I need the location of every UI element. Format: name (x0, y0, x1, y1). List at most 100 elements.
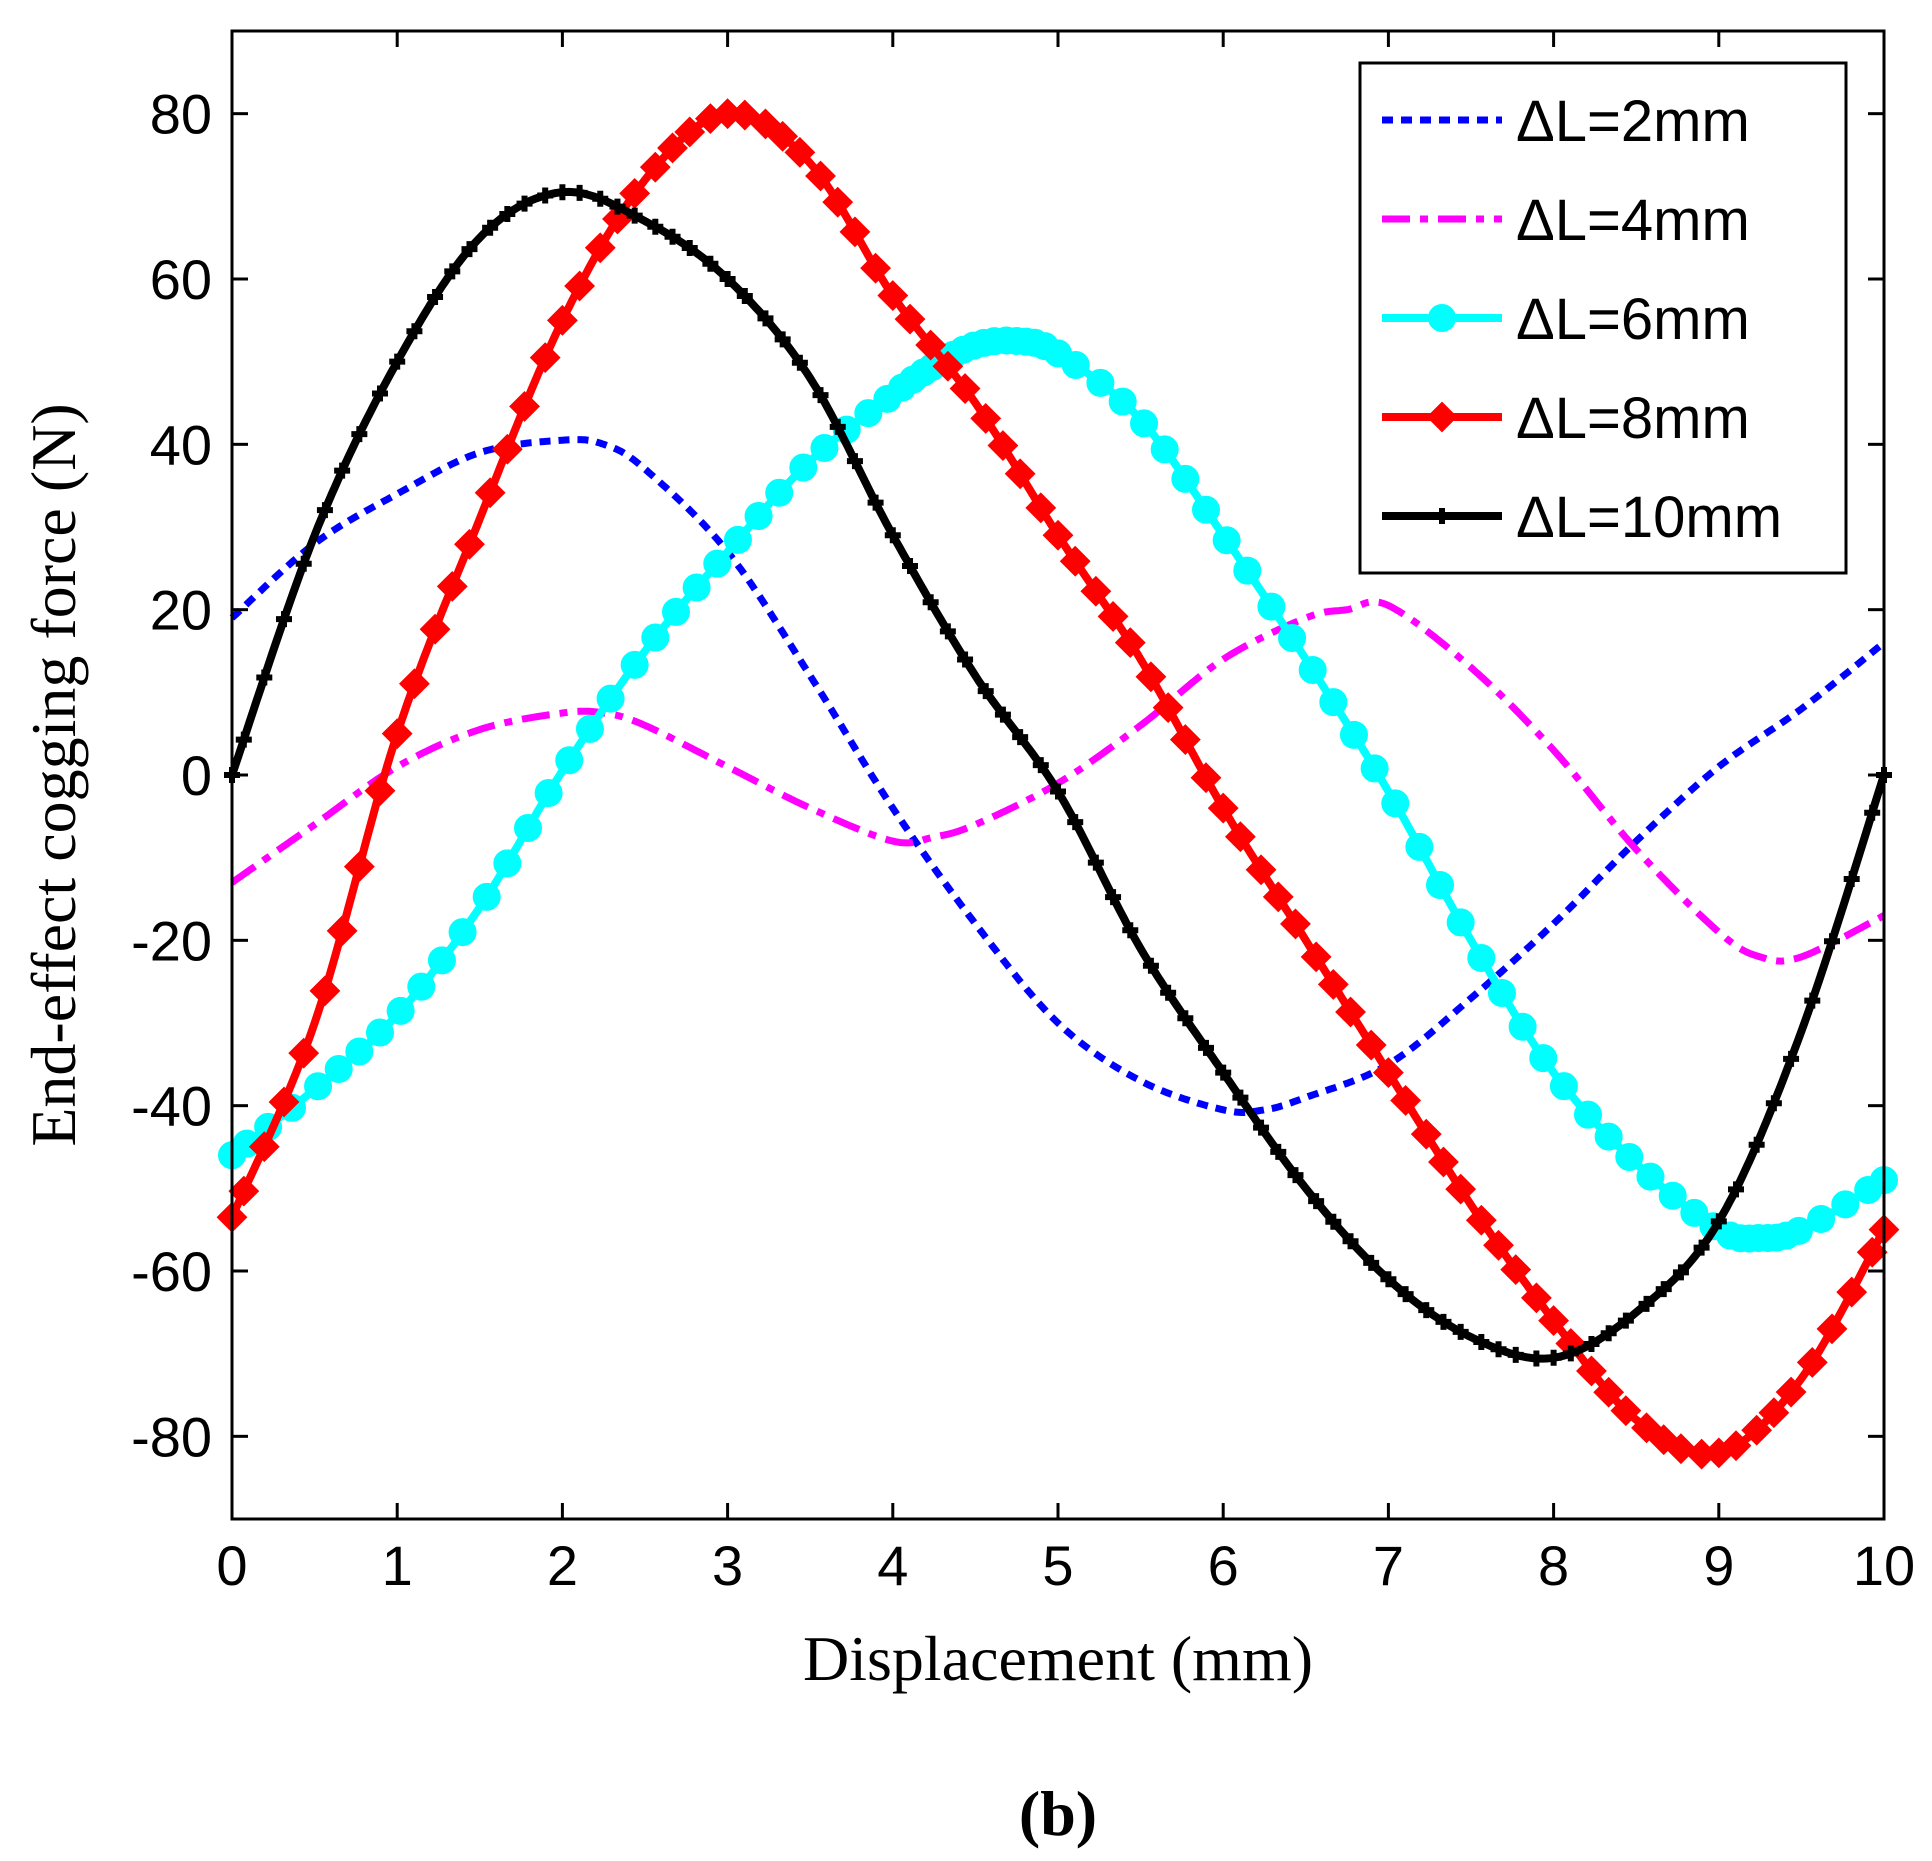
series-marker (1710, 1213, 1727, 1230)
series-marker (248, 1131, 280, 1163)
series-marker (288, 1037, 320, 1069)
legend-entry: ΔL=4mm (1382, 188, 1750, 253)
series-marker (1032, 757, 1049, 774)
x-tick-label: 3 (712, 1534, 743, 1597)
series-marker (765, 478, 794, 507)
series-marker (343, 851, 375, 883)
series-marker (884, 527, 901, 544)
series-marker (436, 570, 468, 602)
series-marker (1720, 1430, 1752, 1462)
series-marker (1465, 1204, 1497, 1236)
series-marker (702, 255, 719, 272)
legend-marker (1428, 304, 1456, 332)
series-marker (1280, 908, 1311, 940)
series-marker (626, 207, 643, 224)
series-marker (304, 1072, 333, 1101)
series-marker (1467, 943, 1496, 972)
series-marker (371, 385, 388, 402)
x-tick-label: 9 (1703, 1534, 1734, 1597)
ticks-layer: 0 1 2 3 4 5 6 7 8 9 10 -80 -60 -40 -20 0 20 40 60 80 (131, 31, 1915, 1597)
series-marker (664, 228, 681, 245)
series-marker (1617, 1312, 1634, 1329)
series-marker (472, 882, 501, 911)
x-tick-label: 0 (216, 1534, 247, 1597)
series-marker (1807, 1205, 1836, 1234)
series-marker (1638, 1295, 1655, 1312)
series-marker (1257, 592, 1286, 621)
series-marker (1190, 762, 1222, 794)
series-marker (1545, 1349, 1562, 1366)
series-marker (1672, 1264, 1689, 1281)
series-marker (1594, 1122, 1623, 1151)
series-marker (1191, 495, 1220, 524)
series-marker (491, 433, 523, 465)
series-marker (256, 669, 273, 686)
series-marker (774, 331, 791, 348)
series-marker (1012, 729, 1029, 746)
series-marker (537, 187, 554, 204)
series-marker (1610, 1395, 1642, 1427)
legend-label: ΔL=6mm (1516, 287, 1750, 352)
series-marker (1319, 688, 1348, 717)
series-marker (1372, 1057, 1404, 1089)
series-marker (877, 280, 909, 311)
series-marker (620, 650, 649, 679)
series-marker (1529, 1044, 1558, 1073)
series-marker (1114, 627, 1146, 659)
series-marker (554, 184, 571, 201)
series-marker (1105, 889, 1122, 906)
y-tick-label: -80 (131, 1405, 212, 1468)
series-marker (1520, 1282, 1552, 1314)
series-marker (1278, 624, 1307, 653)
series-marker (1397, 1286, 1414, 1303)
series-marker (641, 623, 670, 652)
series-marker (482, 219, 499, 236)
series-marker (1426, 871, 1455, 900)
series-marker (575, 714, 604, 743)
series-marker (1593, 1376, 1625, 1408)
series-marker (744, 502, 773, 531)
series-marker (1245, 854, 1277, 886)
series-2 (230, 598, 1886, 965)
series-marker (571, 184, 588, 201)
series-marker (1233, 556, 1262, 585)
series-marker (1360, 754, 1389, 783)
series-marker (309, 975, 341, 1007)
series-marker (555, 746, 584, 775)
series-marker (922, 594, 939, 611)
legend-entry: ΔL=10mm (1382, 485, 1782, 550)
series-marker (854, 399, 883, 428)
series-marker (932, 350, 964, 382)
series-marker (639, 151, 671, 183)
series-marker (674, 116, 706, 148)
x-axis-title: Displacement (mm) (803, 1623, 1313, 1694)
series-marker (1390, 1085, 1422, 1116)
series-marker (381, 718, 413, 750)
series-marker (1574, 1100, 1603, 1129)
series-marker (1583, 1335, 1600, 1352)
series-marker (1135, 661, 1167, 693)
series-marker (1215, 1064, 1232, 1081)
series-marker (902, 558, 919, 575)
series-marker (1232, 1089, 1249, 1106)
series-marker (1428, 1146, 1459, 1178)
legend-marker (1426, 401, 1458, 433)
series-marker (1152, 692, 1184, 724)
series-marker (407, 972, 436, 1001)
series-marker (345, 1037, 374, 1066)
series-marker (461, 241, 478, 258)
series-marker (596, 684, 625, 713)
series-marker (839, 216, 871, 248)
series-marker (1224, 821, 1256, 853)
legend-entry: ΔL=6mm (1382, 287, 1750, 352)
series-marker (1775, 1376, 1807, 1408)
series-marker (427, 289, 444, 306)
series-marker (316, 502, 333, 519)
series-marker (276, 611, 293, 628)
series-marker (1483, 1229, 1514, 1261)
x-tick-label: 8 (1538, 1534, 1569, 1597)
series-marker (939, 623, 956, 640)
series-marker (546, 304, 578, 336)
legend-marker (1434, 508, 1450, 524)
series-marker (1325, 1213, 1342, 1230)
